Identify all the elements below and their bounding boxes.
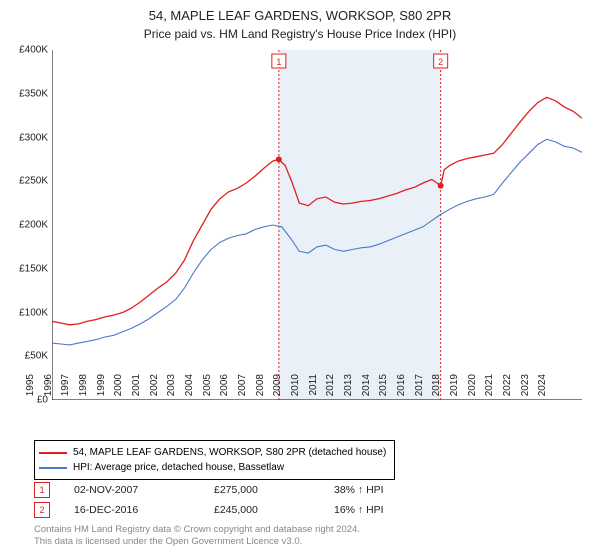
footer-attribution: Contains HM Land Registry data © Crown c… [34,524,360,549]
svg-text:1: 1 [276,57,281,67]
x-tick-label: 2007 [237,374,248,404]
y-tick-label: £300K [19,132,48,143]
legend-label: 54, MAPLE LEAF GARDENS, WORKSOP, S80 2PR… [73,445,386,460]
x-tick-label: 1996 [43,374,54,404]
x-tick-label: 2020 [467,374,478,404]
x-tick-label: 2014 [361,374,372,404]
x-tick-label: 2017 [414,374,425,404]
legend-swatch [39,467,67,469]
y-tick-label: £250K [19,176,48,187]
sale-point-price: £275,000 [214,484,334,496]
legend-item: 54, MAPLE LEAF GARDENS, WORKSOP, S80 2PR… [39,445,386,460]
sale-points-table: 1 02-NOV-2007£275,00038% ↑ HPI 2 16-DEC-201… [34,480,454,520]
x-tick-label: 2001 [131,374,142,404]
x-tick-label: 2009 [272,374,283,404]
x-tick-label: 2006 [219,374,230,404]
x-tick-label: 1998 [78,374,89,404]
x-tick-label: 2015 [378,374,389,404]
x-tick-label: 2016 [396,374,407,404]
footer-line-1: Contains HM Land Registry data © Crown c… [34,524,360,536]
x-tick-label: 2005 [202,374,213,404]
x-tick-label: 1999 [96,374,107,404]
sale-point-badge: 2 [34,502,50,518]
sale-point-row: 1 02-NOV-2007£275,00038% ↑ HPI [34,480,454,500]
legend-swatch [39,452,67,454]
x-tick-label: 1997 [60,374,71,404]
x-tick-label: 2019 [449,374,460,404]
y-tick-label: £100K [19,307,48,318]
x-tick-label: 2012 [325,374,336,404]
chart-area: 12 £0£50K£100K£150K£200K£250K£300K£350K£… [52,50,582,400]
y-tick-label: £150K [19,263,48,274]
chart-subtitle: Price paid vs. HM Land Registry's House … [0,25,600,41]
legend-label: HPI: Average price, detached house, Bass… [73,460,284,475]
x-tick-label: 2008 [255,374,266,404]
x-tick-label: 2004 [184,374,195,404]
x-tick-label: 2011 [308,374,319,404]
sale-point-row: 2 16-DEC-2016£245,00016% ↑ HPI [34,500,454,520]
sale-point-hpi: 38% ↑ HPI [334,484,454,496]
y-tick-label: £400K [19,45,48,56]
x-tick-label: 2003 [166,374,177,404]
x-tick-label: 2002 [149,374,160,404]
sale-point-date: 02-NOV-2007 [74,484,214,496]
x-tick-label: 2024 [537,374,548,404]
footer-line-2: This data is licensed under the Open Gov… [34,536,360,548]
chart-title: 54, MAPLE LEAF GARDENS, WORKSOP, S80 2PR [0,0,600,25]
x-tick-label: 2023 [520,374,531,404]
sale-point-date: 16-DEC-2016 [74,504,214,516]
x-tick-label: 2022 [502,374,513,404]
x-tick-label: 1995 [25,374,36,404]
sale-point-hpi: 16% ↑ HPI [334,504,454,516]
y-tick-label: £50K [25,351,48,362]
x-tick-label: 2000 [113,374,124,404]
x-tick-label: 2013 [343,374,354,404]
sale-point-badge: 1 [34,482,50,498]
legend-item: HPI: Average price, detached house, Bass… [39,460,386,475]
sale-point-price: £245,000 [214,504,334,516]
x-tick-label: 2010 [290,374,301,404]
line-chart-svg: 12 [52,50,582,400]
chart-container: 54, MAPLE LEAF GARDENS, WORKSOP, S80 2PR… [0,0,600,560]
svg-text:2: 2 [438,57,443,67]
x-tick-label: 2018 [431,374,442,404]
y-tick-label: £200K [19,220,48,231]
y-tick-label: £350K [19,88,48,99]
x-tick-label: 2021 [484,374,495,404]
legend: 54, MAPLE LEAF GARDENS, WORKSOP, S80 2PR… [34,440,395,480]
